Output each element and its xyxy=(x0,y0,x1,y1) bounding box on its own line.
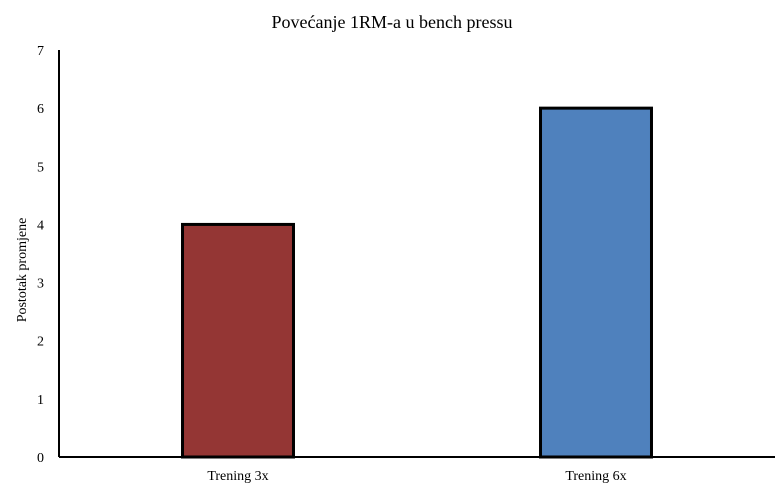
y-tick-label: 7 xyxy=(37,44,44,59)
chart-title: Povećanje 1RM-a u bench pressu xyxy=(272,12,513,32)
y-tick-label: 4 xyxy=(37,218,44,233)
y-axis-ticks: 0 1 2 3 4 5 6 7 xyxy=(37,44,44,466)
x-tick-label: Trening 3x xyxy=(207,469,268,484)
y-tick-label: 1 xyxy=(37,393,44,408)
x-tick-label: Trening 6x xyxy=(565,469,626,484)
y-tick-label: 2 xyxy=(37,335,44,350)
y-tick-label: 5 xyxy=(37,160,44,175)
y-axis-label: Postotak promjene xyxy=(15,218,30,323)
bars-group xyxy=(181,106,653,459)
bar xyxy=(539,106,653,459)
x-axis-ticks: Trening 3x Trening 6x xyxy=(207,469,626,484)
y-tick-label: 3 xyxy=(37,277,44,292)
y-tick-label: 6 xyxy=(37,102,44,117)
y-tick-label: 0 xyxy=(37,451,44,466)
bar xyxy=(181,222,295,459)
